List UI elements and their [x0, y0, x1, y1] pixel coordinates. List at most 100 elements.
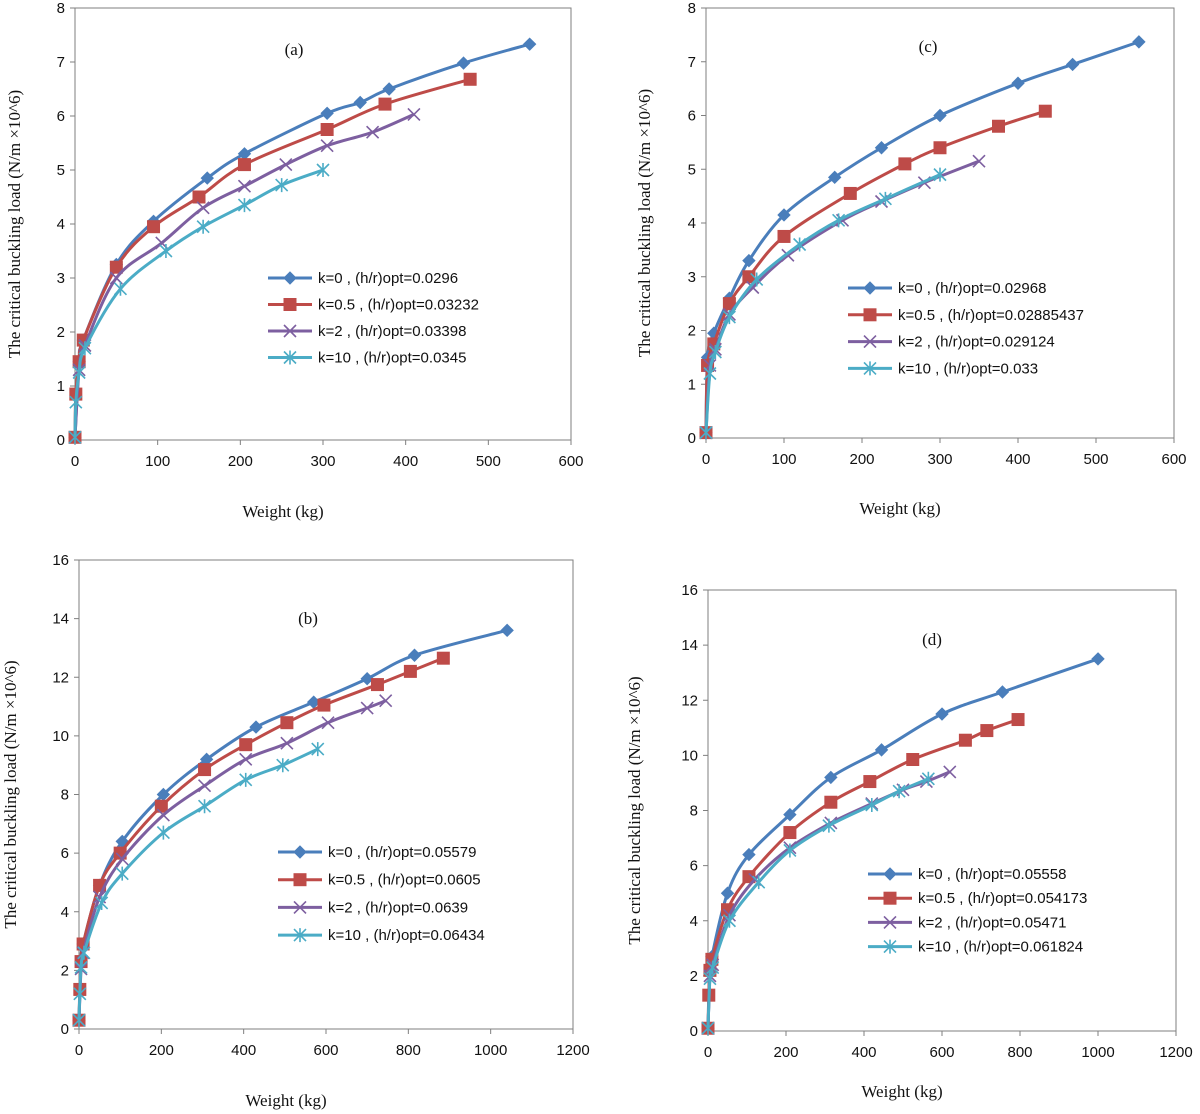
x-axis-title: Weight (kg) — [242, 502, 323, 521]
y-tick-label: 4 — [57, 216, 65, 233]
panel-label: (c) — [919, 37, 938, 56]
x-axis-title: Weight (kg) — [245, 1091, 326, 1110]
data-point — [832, 213, 846, 228]
y-tick-label: 2 — [688, 323, 696, 340]
data-point — [237, 198, 252, 213]
data-point — [456, 56, 471, 70]
data-point — [843, 186, 857, 200]
data-point — [239, 772, 253, 787]
legend-entry: k=0 , (h/r)opt=0.0296 — [268, 270, 458, 287]
chart-panel-b: 0 200 400 600 800 1000 1200 0 2 4 6 8 10 12 14 16 Weight… — [1, 552, 590, 1110]
data-point — [783, 826, 797, 840]
series-1 — [68, 72, 477, 444]
data-point — [933, 141, 947, 155]
data-point — [878, 191, 892, 206]
legend-marker — [283, 324, 297, 338]
y-tick-label: 0 — [688, 430, 696, 447]
legend-marker — [283, 350, 297, 365]
y-tick-label: 7 — [57, 54, 65, 71]
data-point — [701, 1021, 715, 1036]
y-tick-label: 8 — [61, 787, 69, 804]
y-tick-label: 6 — [57, 108, 65, 125]
data-point — [403, 664, 417, 678]
data-point — [935, 707, 949, 721]
x-tick-label: 400 — [231, 1042, 256, 1059]
x-tick-label: 800 — [396, 1042, 421, 1059]
series-line — [704, 173, 941, 433]
x-tick-label: 0 — [702, 451, 710, 468]
data-point — [822, 818, 836, 833]
data-point — [783, 807, 797, 822]
data-point — [366, 125, 380, 139]
data-point — [407, 648, 422, 662]
data-point — [77, 945, 91, 960]
data-point — [958, 733, 972, 747]
x-tick-label: 100 — [145, 453, 170, 470]
legend-entry: k=0.5 , (h/r)opt=0.03232 — [268, 297, 479, 314]
legend-entry: k=10 , (h/r)opt=0.06434 — [278, 927, 485, 944]
legend-marker — [283, 298, 297, 311]
y-tick-label: 10 — [681, 747, 698, 764]
y-tick-label: 6 — [688, 108, 696, 125]
data-point — [407, 107, 421, 121]
data-point — [463, 72, 477, 86]
data-point — [921, 771, 935, 786]
data-point — [703, 366, 717, 381]
y-tick-label: 1 — [688, 376, 696, 393]
data-point — [74, 960, 88, 975]
legend-entry: k=0.5 , (h/r)opt=0.02885437 — [848, 307, 1084, 324]
data-point — [237, 179, 252, 193]
x-axis-title: Weight (kg) — [859, 499, 940, 518]
data-point — [933, 108, 947, 123]
legend-marker — [883, 939, 897, 954]
chart-panel-c: 0 100 200 300 400 500 600 0 1 2 3 4 5 6 7 8 Weight (kg) T… — [635, 0, 1187, 518]
data-point — [972, 154, 986, 168]
y-tick-label: 2 — [690, 968, 698, 985]
data-point — [892, 784, 906, 799]
legend-label: k=0 , (h/r)opt=0.05558 — [918, 866, 1066, 883]
y-tick-label: 0 — [690, 1023, 698, 1040]
data-point — [1132, 35, 1146, 49]
data-point — [156, 808, 170, 822]
data-point — [722, 913, 737, 928]
data-point — [95, 895, 109, 910]
data-point — [239, 738, 253, 752]
y-tick-label: 6 — [61, 845, 69, 862]
y-tick-label: 5 — [688, 161, 696, 178]
y-tick-label: 2 — [57, 324, 65, 341]
y-axis-title: The critical buckling load (N/m ×10^6) — [5, 90, 24, 358]
legend-entry: k=2 , (h/r)opt=0.03398 — [268, 323, 466, 340]
y-tick-label: 16 — [52, 552, 69, 569]
legend-label: k=10 , (h/r)opt=0.033 — [898, 360, 1038, 377]
panel-label: (a) — [285, 40, 304, 59]
legend-marker — [883, 891, 897, 905]
data-point — [72, 365, 86, 380]
data-point — [720, 886, 735, 900]
data-point — [382, 82, 396, 96]
data-point — [703, 971, 717, 986]
data-point — [154, 799, 168, 813]
data-point — [379, 694, 393, 708]
data-point — [360, 701, 374, 715]
data-point — [196, 201, 210, 215]
data-point — [500, 623, 514, 638]
legend-marker — [293, 900, 307, 914]
legend-label: k=0 , (h/r)opt=0.05579 — [328, 844, 476, 861]
panel-label: (b) — [298, 609, 318, 628]
y-tick-label: 2 — [61, 962, 69, 979]
data-point — [1011, 76, 1025, 90]
data-point — [742, 253, 756, 268]
x-tick-label: 400 — [393, 453, 418, 470]
legend-marker — [863, 281, 877, 295]
data-point — [197, 779, 212, 793]
legend-label: k=0.5 , (h/r)opt=0.054173 — [918, 890, 1087, 907]
x-tick-label: 300 — [310, 453, 335, 470]
data-point — [147, 220, 161, 234]
y-tick-label: 14 — [681, 637, 698, 654]
x-tick-label: 0 — [71, 453, 79, 470]
data-point — [320, 106, 334, 121]
legend-label: k=10 , (h/r)opt=0.0345 — [318, 350, 466, 367]
data-point — [742, 847, 756, 862]
data-point — [69, 395, 83, 410]
legend-entry: k=2 , (h/r)opt=0.029124 — [848, 334, 1055, 351]
